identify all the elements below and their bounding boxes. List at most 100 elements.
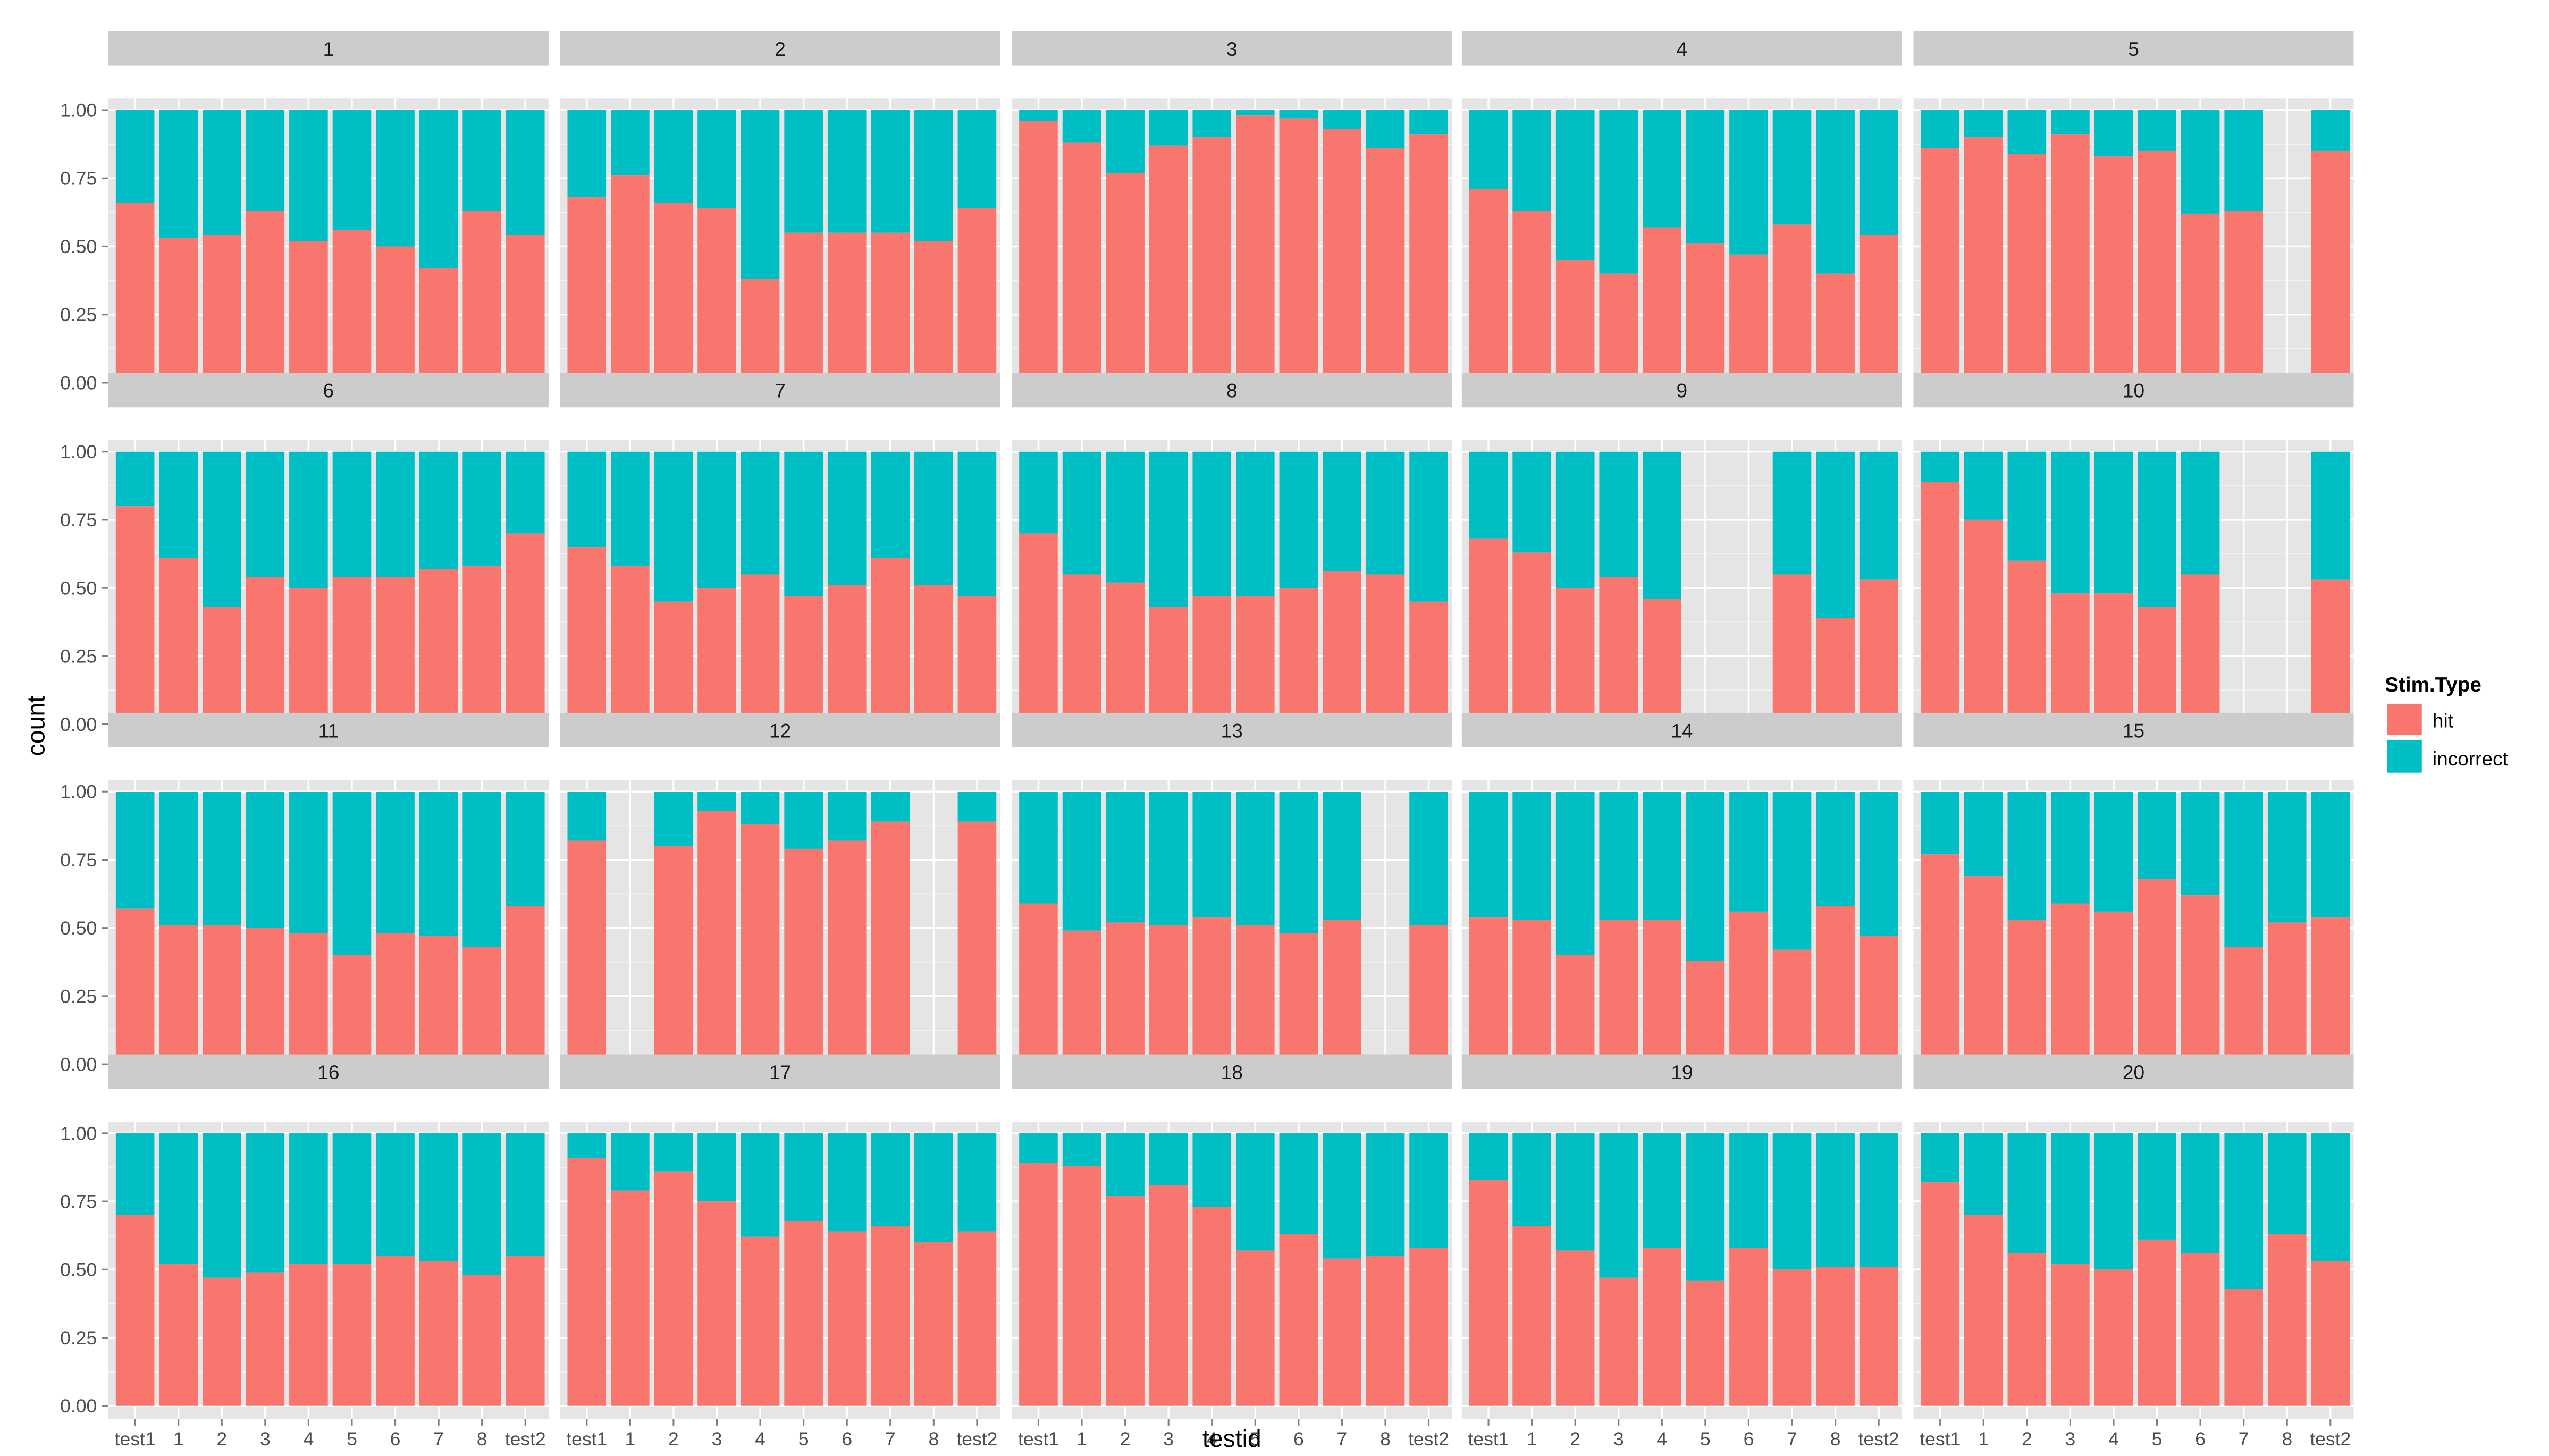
bar-incorrect-test1 <box>115 792 155 909</box>
bar-incorrect-4 <box>289 1133 328 1265</box>
facet-strip-label: 10 <box>2123 380 2144 402</box>
bar-hit-1 <box>1512 211 1551 383</box>
bar-incorrect-3 <box>2051 451 2090 594</box>
bar-incorrect-6 <box>827 451 867 585</box>
bar-hit-test1 <box>1019 1163 1058 1406</box>
bar-incorrect-7 <box>871 1133 910 1226</box>
bar-hit-2 <box>1106 922 1145 1065</box>
facet-panel-12: 12 <box>560 712 1000 1078</box>
bar-incorrect-2 <box>202 451 241 608</box>
y-tick-label: 0.75 <box>60 849 97 871</box>
x-tick-label: 7 <box>433 1428 444 1450</box>
facet-panel-4: 4 <box>1461 31 1902 396</box>
bar-hit-7 <box>1323 1258 1361 1406</box>
bar-hit-test2 <box>1409 1248 1448 1406</box>
facet-strip <box>1461 1054 1902 1089</box>
bar-incorrect-6 <box>1279 792 1318 933</box>
bar-incorrect-6 <box>376 1133 415 1256</box>
bar-incorrect-3 <box>1599 451 1638 577</box>
bar-incorrect-2 <box>654 1133 693 1172</box>
bar-incorrect-6 <box>2181 792 2220 896</box>
bar-incorrect-2 <box>1106 1133 1145 1196</box>
bar-incorrect-8 <box>2267 1133 2307 1234</box>
facet-strip <box>1012 373 1452 408</box>
bar-hit-test2 <box>957 821 997 1065</box>
bar-hit-7 <box>2224 1289 2263 1406</box>
bar-incorrect-2 <box>2007 1133 2047 1253</box>
x-tick-label: 8 <box>2282 1428 2292 1450</box>
bar-incorrect-7 <box>2224 110 2263 211</box>
y-tick-label: 0.75 <box>60 168 97 189</box>
bar-hit-test1 <box>1921 854 1960 1065</box>
facet-strip <box>1012 712 1452 747</box>
bar-incorrect-2 <box>1555 451 1595 588</box>
bar-incorrect-test2 <box>1409 110 1448 135</box>
bar-hit-2 <box>202 925 241 1065</box>
bar-incorrect-1 <box>159 1133 198 1265</box>
bar-hit-test1 <box>1019 121 1058 383</box>
bar-hit-3 <box>1149 1185 1188 1406</box>
bar-hit-3 <box>246 211 285 383</box>
y-tick-label: 1.00 <box>60 781 97 803</box>
bar-incorrect-test1 <box>1469 451 1508 539</box>
bar-hit-5 <box>784 232 823 383</box>
x-tick-label: 4 <box>1656 1428 1667 1450</box>
facet-strip <box>560 712 1000 747</box>
bar-incorrect-7 <box>419 792 458 937</box>
bar-hit-test2 <box>1859 1267 1898 1406</box>
facet-strip-label: 6 <box>323 380 334 402</box>
bar-incorrect-4 <box>741 451 780 575</box>
bar-incorrect-6 <box>2181 110 2220 214</box>
bar-hit-test1 <box>1469 917 1508 1065</box>
bar-incorrect-5 <box>2138 792 2176 879</box>
x-tick-label: 3 <box>1613 1428 1624 1450</box>
bar-incorrect-test2 <box>957 1133 997 1232</box>
facet-panel-13: 13 <box>1012 712 1452 1078</box>
bar-incorrect-3 <box>1149 451 1188 608</box>
bar-incorrect-test1 <box>567 1133 607 1158</box>
bar-hit-5 <box>332 230 372 383</box>
bar-hit-5 <box>1235 925 1275 1065</box>
bar-incorrect-4 <box>741 792 780 824</box>
bar-incorrect-8 <box>462 110 501 211</box>
bar-hit-7 <box>419 936 458 1065</box>
bar-incorrect-2 <box>2007 792 2047 920</box>
bar-hit-5 <box>332 955 372 1065</box>
bar-incorrect-8 <box>1816 1133 1855 1267</box>
x-tick-label: 8 <box>1830 1428 1841 1450</box>
bar-hit-1 <box>1062 574 1101 725</box>
bar-hit-8 <box>462 947 501 1065</box>
bar-incorrect-2 <box>1555 792 1595 955</box>
bar-hit-2 <box>1106 172 1145 383</box>
bar-incorrect-6 <box>376 792 415 933</box>
bar-hit-5 <box>1686 1280 1725 1406</box>
bar-incorrect-5 <box>2138 110 2176 151</box>
bar-hit-6 <box>827 232 867 383</box>
x-axis-title: testid <box>1202 1425 1261 1452</box>
bar-incorrect-test1 <box>1019 792 1058 904</box>
bar-hit-test2 <box>1859 936 1898 1065</box>
bar-incorrect-test2 <box>1409 792 1448 925</box>
bar-incorrect-3 <box>2051 1133 2090 1265</box>
x-tick-label: 8 <box>477 1428 487 1450</box>
bar-incorrect-7 <box>1323 110 1361 129</box>
x-tick-label: 2 <box>1570 1428 1580 1450</box>
x-tick-label: test1 <box>1468 1428 1509 1450</box>
bar-incorrect-2 <box>202 1133 241 1278</box>
bar-hit-3 <box>246 928 285 1065</box>
x-tick-label: 2 <box>216 1428 227 1450</box>
bar-hit-4 <box>2094 593 2133 725</box>
facet-panel-10: 10 <box>1913 373 2354 738</box>
bar-hit-5 <box>784 848 823 1065</box>
bar-hit-5 <box>1235 1250 1275 1406</box>
bar-hit-8 <box>1366 1256 1405 1406</box>
bar-hit-test2 <box>1409 601 1448 725</box>
bar-hit-1 <box>159 925 198 1065</box>
bar-incorrect-8 <box>1366 451 1405 575</box>
bar-incorrect-2 <box>1106 792 1145 923</box>
bar-hit-3 <box>1599 1277 1638 1406</box>
bar-hit-3 <box>1599 273 1638 383</box>
bar-hit-6 <box>1729 911 1768 1065</box>
bar-hit-test1 <box>1921 148 1960 383</box>
x-tick-label: 4 <box>304 1428 314 1450</box>
